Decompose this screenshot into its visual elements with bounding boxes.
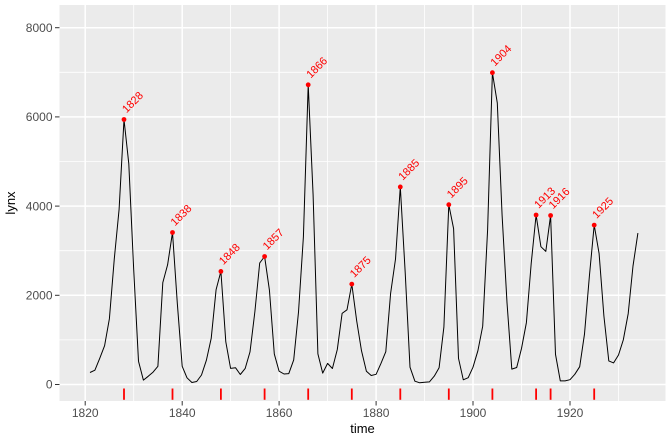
plot-panel (59, 5, 666, 401)
series-line (89, 72, 639, 384)
y-axis-title: lynx (3, 191, 18, 215)
peak-point (349, 281, 355, 287)
peak-point (305, 82, 311, 88)
x-tick-label: 1920 (557, 406, 584, 420)
y-tick-label: 4000 (26, 199, 53, 213)
peak-point (262, 254, 267, 259)
peak-point (548, 213, 553, 218)
peak-point (591, 222, 597, 228)
y-tick-label: 2000 (26, 289, 53, 303)
x-axis-title: time (350, 421, 375, 436)
y-tick-label: 8000 (26, 21, 53, 35)
peak-point (490, 70, 495, 76)
peak-point (397, 184, 403, 190)
y-tick-label: 0 (46, 378, 53, 392)
peak-point (533, 212, 539, 218)
y-tick-label: 6000 (26, 110, 53, 124)
x-tick-label: 1880 (363, 406, 390, 420)
peak-point (170, 230, 175, 235)
x-tick-label: 1820 (72, 406, 99, 420)
x-tick-label: 1900 (460, 406, 487, 420)
x-tick-label: 1860 (266, 406, 293, 420)
x-tick-label: 1840 (169, 406, 196, 420)
peak-point (446, 202, 452, 208)
peak-point (121, 117, 127, 122)
peak-point (218, 269, 224, 274)
